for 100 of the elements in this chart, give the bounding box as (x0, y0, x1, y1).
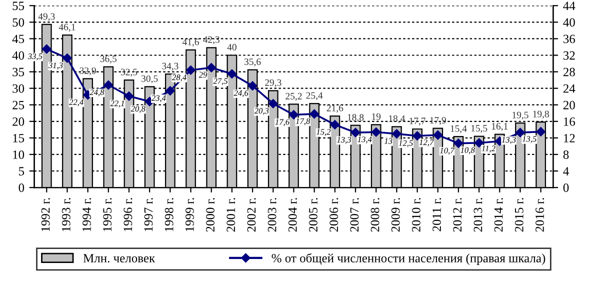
point (330, 120, 340, 130)
x-tick-label: 1996 г. (124, 198, 132, 232)
y2-tick-label: 8 (563, 150, 569, 159)
data-label: 16,1 (492, 123, 508, 131)
x-tick-label: 2008 г. (370, 198, 380, 232)
data-label: 20,3 (254, 108, 269, 115)
x-tick-label: 2002 г. (247, 198, 256, 232)
point (124, 92, 134, 101)
point (289, 110, 298, 120)
data-label: 12,5 (398, 140, 413, 148)
y-tick-label: 10 (13, 150, 24, 159)
data-label: 19 (372, 113, 381, 120)
data-label: 18,8 (348, 114, 364, 122)
data-label: 25,2 (286, 92, 302, 101)
data-label: 17,6 (275, 119, 290, 126)
data-label: 24,6 (234, 90, 248, 98)
x-tick-label: 1993 г. (62, 198, 70, 232)
data-label: 13,3 (502, 136, 516, 144)
x-tick-label: 2011 г. (432, 198, 442, 232)
x-tick-label: 2012 г. (453, 198, 462, 232)
x-tick-label: 2005 г. (309, 198, 318, 232)
point (516, 128, 525, 138)
point (371, 128, 381, 137)
y2-tick-label: 4 (563, 167, 569, 176)
point (350, 128, 360, 138)
data-label: 31,3 (48, 62, 63, 70)
point (392, 129, 402, 138)
data-label: 23,4 (151, 95, 166, 102)
data-label: 17,8 (296, 118, 310, 126)
x-tick-label: 2007 г. (350, 198, 359, 232)
data-label: 15,5 (471, 125, 488, 133)
data-label: 21,6 (326, 104, 344, 113)
data-label: 32,9 (80, 67, 96, 76)
data-label: 25,4 (306, 92, 323, 100)
data-label: 33,5 (28, 53, 42, 60)
x-tick-label: 1999 г. (186, 198, 194, 232)
data-label: 29,3 (265, 79, 282, 88)
data-label: 20,8 (130, 106, 146, 113)
y-tick-label: 50 (12, 18, 24, 27)
data-label: 28,4 (172, 74, 186, 82)
y-tick-label: 0 (18, 184, 24, 192)
x-tick-label: 2006 г. (330, 198, 338, 232)
data-label: 42,3 (203, 36, 220, 44)
data-label: 27,5 (213, 78, 228, 86)
data-label: 10,7 (440, 148, 455, 155)
x-tick-label: 1998 г. (164, 198, 174, 232)
legend-label: % от общей численности населения (правая шкала) (272, 253, 546, 265)
point (186, 66, 196, 75)
y2-tick-label: 32 (563, 51, 575, 60)
y2-tick-label: 40 (563, 18, 575, 27)
x-tick-label: 2004 г. (288, 198, 297, 232)
y2-tick-label: 44 (563, 2, 576, 10)
data-label: 13 (384, 138, 392, 144)
point (474, 138, 484, 148)
y-tick-label: 40 (12, 51, 24, 60)
data-label: 12,7 (419, 139, 434, 146)
point (104, 80, 114, 90)
y2-tick-label: 20 (563, 100, 575, 110)
point (42, 44, 52, 54)
x-tick-label: 2001 г. (226, 198, 236, 232)
data-label: 18,4 (389, 115, 406, 124)
data-label: 30,5 (142, 75, 158, 84)
y-tick-label: 30 (12, 84, 24, 93)
data-label: 46,1 (58, 24, 76, 32)
point (227, 69, 237, 78)
x-tick-label: 2015 г. (514, 198, 524, 232)
data-label: 35,6 (244, 58, 261, 66)
point (166, 86, 175, 96)
x-tick-label: 1997 г. (144, 198, 153, 232)
y2-tick-label: 12 (564, 134, 575, 142)
data-label: 22,4 (69, 99, 84, 106)
data-label: 29 (198, 72, 208, 78)
legend-label: Млн. человек (83, 254, 156, 262)
data-label: 10,8 (460, 147, 475, 154)
data-label: 17,7 (410, 118, 426, 126)
x-tick-label: 2016 г. (536, 198, 544, 232)
point (433, 130, 442, 140)
data-label: 34,3 (162, 62, 178, 71)
y-tick-label: 20 (12, 117, 24, 126)
point (248, 81, 258, 90)
x-tick-label: 1994 г. (82, 198, 91, 232)
y2-tick-label: 28 (563, 68, 575, 76)
x-tick-label: 1992 г. (41, 198, 50, 232)
y-tick-label: 35 (12, 68, 24, 76)
x-tick-label: 1995 г. (103, 198, 112, 232)
y-tick-label: 5 (19, 167, 24, 176)
data-label: 15,2 (316, 129, 331, 136)
point (412, 131, 422, 140)
data-label: 24,8 (90, 89, 104, 96)
x-tick-label: 2010 г. (412, 198, 420, 232)
data-label: 15,4 (450, 125, 467, 134)
data-label: 19,8 (533, 110, 549, 119)
data-label: 22,1 (110, 100, 124, 108)
y2-tick-label: 36 (563, 34, 576, 44)
y-tick-label: 25 (12, 100, 24, 110)
data-label: 13,3 (337, 136, 352, 144)
point (310, 109, 319, 119)
x-tick-label: 2003 г. (268, 198, 276, 232)
data-label: 41,6 (182, 38, 199, 47)
x-tick-label: 2009 г. (391, 198, 400, 232)
